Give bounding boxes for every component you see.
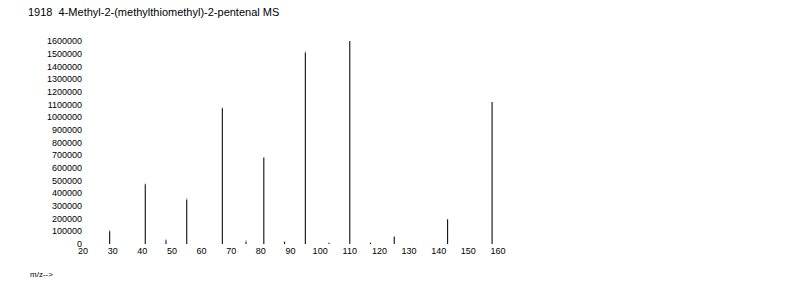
svg-text:40: 40: [137, 246, 147, 256]
svg-text:1500000: 1500000: [47, 49, 82, 59]
svg-text:500000: 500000: [52, 176, 82, 186]
svg-text:900000: 900000: [52, 125, 82, 135]
svg-text:1300000: 1300000: [47, 74, 82, 84]
svg-text:143: 143: [447, 218, 449, 219]
svg-text:100000: 100000: [52, 226, 82, 236]
svg-text:100: 100: [313, 246, 328, 256]
svg-text:1100000: 1100000: [48, 100, 82, 110]
svg-text:140: 140: [431, 246, 446, 256]
svg-text:300000: 300000: [52, 201, 82, 211]
svg-text:103: 103: [329, 242, 331, 243]
svg-text:m/z-->: m/z-->: [30, 270, 53, 279]
svg-text:60: 60: [197, 246, 207, 256]
svg-text:30: 30: [108, 246, 118, 256]
svg-text:55: 55: [186, 198, 188, 199]
svg-text:29: 29: [109, 230, 111, 231]
svg-text:1600000: 1600000: [47, 36, 82, 46]
svg-text:120: 120: [372, 246, 387, 256]
svg-text:70: 70: [226, 246, 236, 256]
svg-text:600000: 600000: [52, 163, 82, 173]
svg-text:117: 117: [370, 242, 372, 243]
svg-text:1000000: 1000000: [47, 112, 82, 122]
svg-text:110: 110: [349, 40, 351, 41]
svg-text:160: 160: [490, 246, 505, 256]
svg-text:150: 150: [461, 246, 476, 256]
svg-text:200000: 200000: [52, 214, 82, 224]
svg-text:110: 110: [343, 246, 357, 256]
svg-text:130: 130: [402, 246, 417, 256]
svg-text:0: 0: [77, 239, 82, 249]
svg-text:88: 88: [284, 241, 286, 242]
svg-text:158: 158: [492, 101, 494, 102]
svg-text:80: 80: [256, 246, 266, 256]
svg-text:125: 125: [394, 235, 396, 236]
svg-text:95: 95: [305, 51, 307, 52]
svg-text:48: 48: [165, 239, 167, 240]
svg-text:90: 90: [285, 246, 295, 256]
svg-text:1200000: 1200000: [47, 87, 82, 97]
svg-text:81: 81: [263, 157, 265, 158]
svg-text:67: 67: [222, 107, 224, 108]
svg-text:400000: 400000: [52, 188, 82, 198]
svg-text:1918 4-Methyl-2-(methylthiome: 1918 4-Methyl-2-(methylthiomethyl)-2-pen…: [28, 6, 279, 18]
svg-text:50: 50: [167, 246, 177, 256]
svg-text:700000: 700000: [52, 150, 82, 160]
svg-text:20: 20: [78, 246, 88, 256]
svg-text:1400000: 1400000: [47, 62, 82, 72]
svg-text:75: 75: [246, 240, 248, 241]
svg-text:800000: 800000: [52, 138, 82, 148]
svg-text:41: 41: [145, 183, 147, 184]
